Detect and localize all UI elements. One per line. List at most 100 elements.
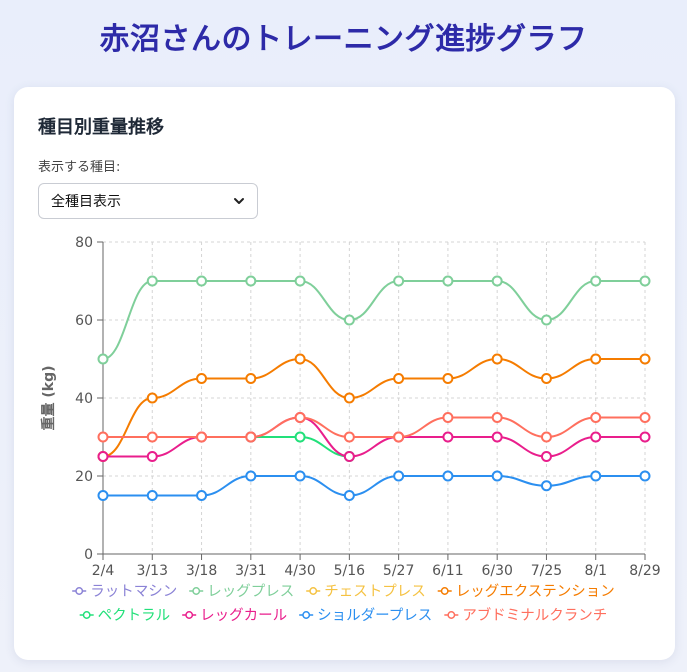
x-tick-label: 6/11	[432, 563, 463, 579]
data-point[interactable]	[343, 392, 355, 404]
data-point[interactable]	[540, 431, 552, 443]
data-point[interactable]	[146, 392, 158, 404]
data-point[interactable]	[639, 275, 651, 287]
data-point[interactable]	[146, 275, 158, 287]
exercise-filter-select[interactable]: 全種目表示	[38, 183, 258, 219]
legend-marker	[302, 611, 311, 619]
data-point[interactable]	[393, 431, 405, 443]
legend-marker	[82, 611, 91, 619]
data-point[interactable]	[590, 412, 602, 423]
data-point[interactable]	[97, 353, 109, 365]
x-tick-label: 8/29	[629, 563, 660, 579]
x-tick-label: 4/30	[284, 563, 315, 579]
y-tick-label: 80	[75, 235, 93, 251]
legend-marker	[440, 587, 449, 595]
data-point[interactable]	[590, 353, 602, 365]
data-point[interactable]	[540, 314, 552, 326]
data-point[interactable]	[491, 275, 503, 287]
data-point[interactable]	[196, 490, 208, 501]
x-tick-label: 7/25	[531, 563, 562, 579]
x-tick-label: 3/13	[137, 563, 168, 579]
data-point[interactable]	[97, 451, 109, 462]
y-tick-label: 20	[75, 469, 93, 485]
legend-label: ラットマシン	[90, 584, 177, 600]
legend-label: ショルダープレス	[317, 607, 432, 624]
legend-item[interactable]: チェストプレス	[306, 583, 426, 600]
data-point[interactable]	[639, 470, 651, 482]
legend-item[interactable]: レッグプレス	[189, 583, 294, 600]
data-point[interactable]	[491, 412, 503, 423]
data-point[interactable]	[491, 353, 503, 365]
legend-marker	[185, 611, 194, 619]
data-point[interactable]	[196, 275, 208, 287]
data-point[interactable]	[294, 353, 306, 365]
legend-item[interactable]: ラットマシン	[72, 584, 177, 600]
series-line	[103, 416, 645, 439]
y-tick-label: 0	[84, 547, 93, 563]
series-line	[102, 475, 645, 497]
data-point[interactable]	[393, 470, 405, 482]
data-point[interactable]	[442, 431, 454, 443]
chart-axes: 0 20 40 60 80 2/4 3/13 3/18 3/31 4/30 5/16 5/27 6/11…	[40, 235, 661, 579]
legend-label: レッグカール	[200, 607, 287, 624]
data-point[interactable]	[442, 275, 454, 287]
data-point[interactable]	[639, 431, 651, 443]
legend-label: レッグエクステンション	[456, 583, 615, 600]
data-point[interactable]	[590, 431, 602, 443]
data-point[interactable]	[97, 431, 109, 443]
data-point[interactable]	[540, 480, 552, 492]
legend-item[interactable]: アブドミナルクランチ	[444, 606, 607, 624]
exercise-filter-value: 全種目表示	[51, 194, 121, 210]
data-point[interactable]	[146, 451, 158, 462]
legend-item[interactable]: ペクトラル	[79, 607, 171, 624]
data-point[interactable]	[245, 373, 257, 384]
data-point[interactable]	[146, 490, 158, 501]
chart-grid	[103, 241, 646, 554]
data-point[interactable]	[639, 353, 651, 365]
data-point[interactable]	[294, 275, 306, 287]
data-point[interactable]	[491, 431, 503, 443]
data-point[interactable]	[540, 451, 552, 462]
page-title: 赤沼さんのトレーニング進捗グラフ	[99, 22, 588, 57]
data-point[interactable]	[343, 314, 355, 326]
data-point[interactable]	[97, 490, 109, 501]
legend-item[interactable]: レッグエクステンション	[437, 583, 615, 600]
data-point[interactable]	[294, 412, 306, 423]
data-point[interactable]	[146, 431, 158, 443]
data-point[interactable]	[442, 373, 454, 384]
data-point[interactable]	[245, 470, 257, 482]
data-point[interactable]	[343, 490, 355, 501]
exercise-filter-label: 表示する種目:	[38, 160, 121, 175]
legend-marker	[75, 587, 84, 595]
data-point[interactable]	[343, 451, 355, 462]
legend-item[interactable]: ショルダープレス	[299, 607, 432, 624]
legend-marker	[192, 587, 201, 595]
data-point[interactable]	[294, 470, 306, 482]
data-point[interactable]	[590, 275, 602, 287]
data-point[interactable]	[442, 470, 454, 482]
data-point[interactable]	[393, 373, 405, 384]
legend-label: チェストプレス	[324, 583, 426, 600]
legend-item[interactable]: レッグカール	[182, 607, 287, 624]
data-point[interactable]	[540, 373, 552, 384]
data-point[interactable]	[590, 470, 602, 482]
data-point[interactable]	[245, 431, 257, 443]
y-tick-label: 60	[75, 313, 93, 329]
x-tick-label: 5/27	[383, 563, 414, 579]
data-point[interactable]	[442, 412, 454, 423]
data-point[interactable]	[491, 470, 503, 482]
legend-marker	[309, 587, 318, 595]
data-point[interactable]	[294, 431, 306, 443]
card-title: 種目別重量推移	[38, 117, 164, 138]
x-tick-label: 6/30	[481, 563, 512, 579]
data-point[interactable]	[245, 275, 257, 287]
data-point[interactable]	[393, 275, 405, 287]
data-point[interactable]	[196, 431, 208, 443]
data-point[interactable]	[343, 431, 355, 443]
data-point[interactable]	[196, 373, 208, 384]
x-tick-label: 8/1	[584, 563, 607, 579]
x-tick-label: 3/18	[186, 563, 217, 579]
data-point[interactable]	[639, 412, 651, 423]
